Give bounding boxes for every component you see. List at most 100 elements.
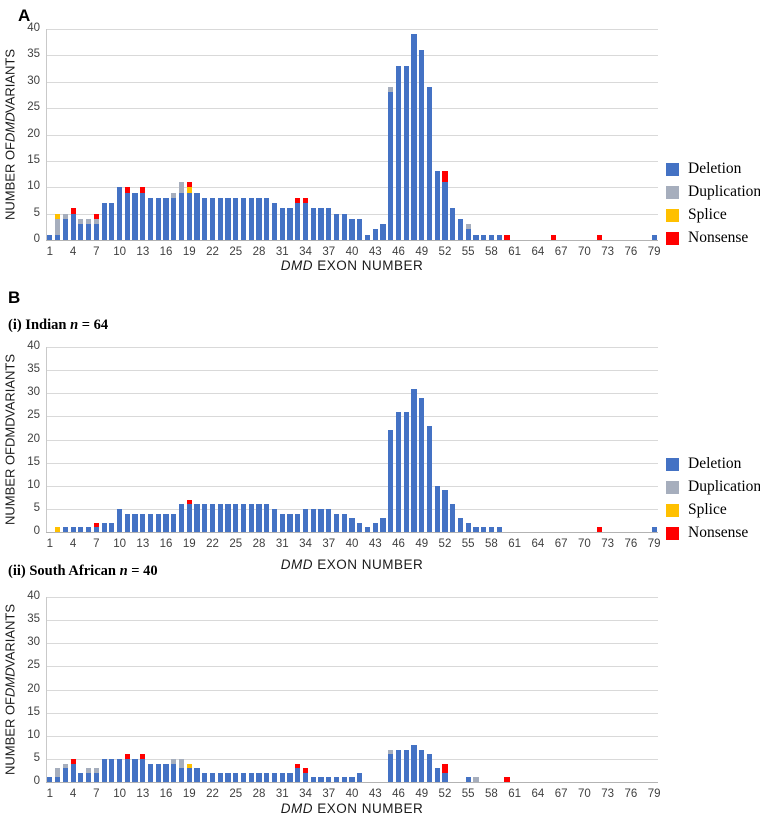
gridline	[46, 439, 658, 441]
gridline	[46, 416, 658, 418]
legend-item-duplication: Duplication	[666, 183, 760, 201]
x-tick-label: 34	[299, 538, 312, 550]
deletion-segment	[395, 65, 402, 240]
legend-label: Splice	[688, 501, 727, 518]
gridline	[46, 347, 658, 348]
deletion-segment	[109, 758, 115, 782]
bar-exon-47	[403, 411, 409, 532]
deletion-segment	[426, 87, 433, 240]
x-tick-label: 67	[554, 788, 568, 800]
deletion-segment	[357, 218, 363, 240]
deletion-segment	[124, 513, 130, 532]
y-tick-label: 15	[27, 153, 40, 166]
deletion-segment	[109, 522, 115, 532]
duplication-segment	[465, 224, 471, 230]
x-tick-label: 79	[647, 788, 661, 800]
bar-exon-58	[488, 234, 495, 240]
bar-exon-18	[178, 758, 185, 782]
bar-exon-33	[295, 513, 301, 532]
subtitle-indian-count: = 64	[78, 317, 109, 333]
bar-exon-35	[310, 508, 316, 532]
x-tick-label: 25	[229, 788, 243, 800]
x-tick-label: 64	[531, 788, 545, 800]
bar-exon-42	[364, 527, 371, 532]
deletion-segment	[426, 425, 433, 532]
x-tick-label: 73	[601, 246, 615, 258]
y-tick-label: 35	[27, 613, 40, 626]
bar-exon-52	[442, 490, 448, 532]
deletion-segment	[411, 388, 417, 532]
deletion-segment	[357, 772, 363, 782]
legend-label: Duplication	[688, 478, 760, 495]
deletion-segment	[295, 768, 301, 782]
bar-exon-38	[333, 777, 340, 782]
y-tick-label: 0	[33, 525, 40, 537]
deletion-segment	[651, 234, 657, 240]
deletion-segment	[240, 197, 247, 240]
deletion-segment	[457, 218, 464, 240]
bar-exon-29	[264, 197, 270, 240]
nonsense-segment	[442, 763, 448, 773]
deletion-segment	[380, 224, 386, 240]
deletion-segment	[403, 411, 409, 532]
x-tick-label: 4	[69, 788, 77, 800]
x-tick-label: 49	[415, 246, 429, 258]
deletion-segment	[434, 171, 440, 240]
deletion-segment	[388, 754, 394, 782]
x-tick-label: 49	[415, 788, 429, 800]
deletion-segment	[209, 772, 216, 782]
x-tick-label: 52	[438, 246, 452, 258]
y-tick-label: 5	[33, 751, 40, 764]
deletion-segment	[457, 518, 464, 532]
nonsense-segment	[93, 522, 99, 528]
deletion-segment	[364, 527, 371, 532]
bar-exon-30	[271, 772, 278, 782]
deletion-segment	[310, 777, 316, 782]
deletion-segment	[419, 397, 425, 532]
bar-exon-21	[202, 504, 208, 532]
bar-exon-51	[434, 171, 440, 240]
x-tick-label: 25	[229, 538, 243, 550]
bar-exon-72	[597, 527, 603, 532]
bar-exon-40	[349, 218, 355, 240]
legend-label: Duplication	[688, 183, 760, 200]
deletion-segment	[295, 513, 301, 532]
gridline	[46, 134, 658, 136]
subtitle-south-african: (ii) South African n = 40	[8, 563, 158, 580]
duplication-segment	[178, 181, 185, 193]
duplication-segment	[86, 768, 92, 773]
x-tick-label: 46	[392, 246, 405, 258]
subtitle-south-african-n: n	[119, 563, 128, 579]
deletion-segment	[116, 758, 123, 782]
bar-exon-50	[426, 754, 433, 782]
bar-exon-56	[473, 777, 479, 782]
x-axis-title-rest: EXON NUMBER	[312, 557, 424, 572]
deletion-segment	[450, 208, 456, 240]
deletion-segment	[240, 504, 247, 532]
x-tick-label: 43	[368, 538, 382, 550]
bar-exon-23	[217, 504, 223, 532]
bar-exon-18	[178, 504, 185, 532]
x-tick-label: 52	[438, 538, 452, 550]
bar-exon-34	[302, 508, 309, 532]
deletion-segment	[372, 522, 378, 532]
x-tick-label: 1	[46, 246, 54, 258]
deletion-segment	[202, 197, 208, 240]
x-tick-label: 31	[275, 538, 289, 550]
nonsense-segment	[550, 234, 556, 240]
bar-exon-51	[434, 485, 440, 532]
bar-exon-9	[109, 758, 115, 782]
x-tick-label: 70	[577, 246, 591, 258]
x-tick-label: 16	[159, 246, 173, 258]
y-tick-label: 10	[27, 478, 40, 491]
y-tick-label: 35	[27, 363, 40, 376]
bar-exon-10	[116, 758, 123, 782]
deletion-segment	[55, 777, 61, 782]
bar-exon-26	[240, 772, 247, 782]
x-tick-label: 67	[554, 246, 568, 258]
deletion-segment	[341, 513, 347, 532]
nonsense-segment	[186, 182, 192, 188]
bar-exon-5	[78, 772, 84, 782]
y-tick-label: 20	[27, 127, 40, 140]
x-tick-label: 37	[322, 538, 336, 550]
